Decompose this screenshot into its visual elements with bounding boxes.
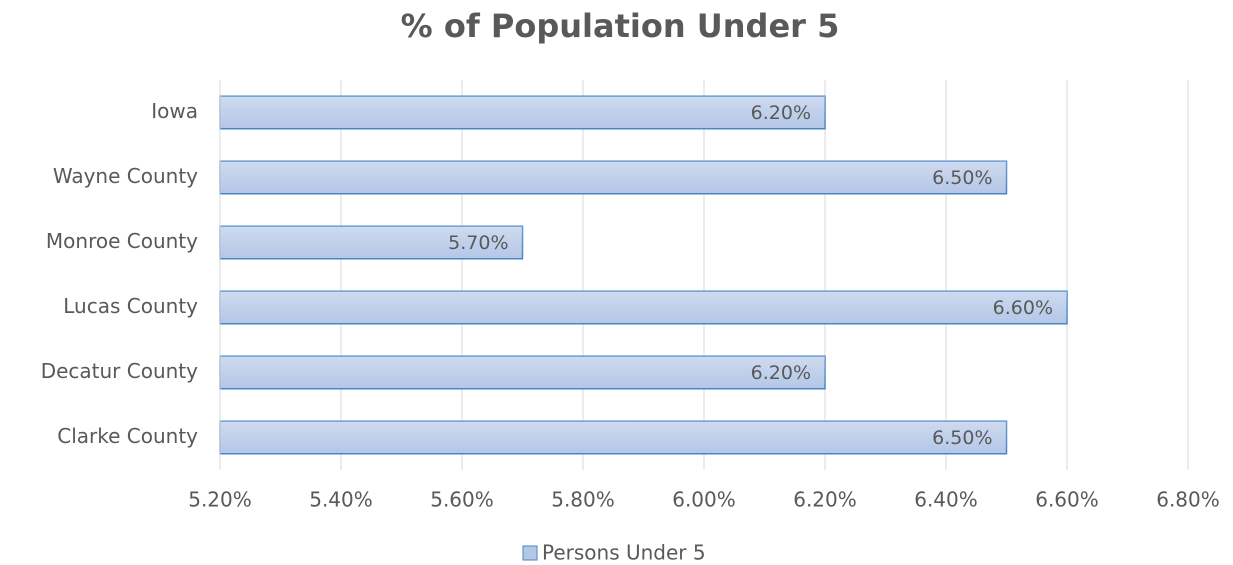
bar-shine: [220, 291, 1067, 324]
y-tick-label: Monroe County: [46, 229, 198, 253]
y-tick-label: Lucas County: [63, 294, 198, 318]
y-tick-label: Clarke County: [57, 424, 198, 448]
x-tick-label: 6.80%: [1156, 488, 1220, 512]
data-label: 6.50%: [932, 167, 992, 189]
x-tick-label: 5.20%: [188, 488, 252, 512]
data-label: 6.20%: [751, 362, 811, 384]
data-label: 6.50%: [932, 427, 992, 449]
legend-swatch: [522, 545, 538, 561]
bar-shine: [220, 421, 1007, 454]
x-tick-label: 5.80%: [551, 488, 615, 512]
data-label: 6.60%: [993, 297, 1053, 319]
x-tick-label: 6.60%: [1035, 488, 1099, 512]
x-tick-label: 6.00%: [672, 488, 736, 512]
data-label: 5.70%: [448, 232, 508, 254]
y-tick-label: Decatur County: [41, 359, 198, 383]
legend-label: Persons Under 5: [542, 541, 706, 565]
bar-shine: [220, 96, 825, 129]
x-tick-label: 5.40%: [309, 488, 373, 512]
bar-shine: [220, 226, 523, 259]
x-tick-label: 5.60%: [430, 488, 494, 512]
data-label: 6.20%: [751, 102, 811, 124]
y-tick-label: Iowa: [151, 99, 198, 123]
x-tick-label: 6.40%: [914, 488, 978, 512]
x-tick-label: 6.20%: [793, 488, 857, 512]
y-tick-label: Wayne County: [53, 164, 198, 188]
bar-shine: [220, 161, 1007, 194]
bar-shine: [220, 356, 825, 389]
chart-title: % of Population Under 5: [401, 7, 840, 45]
